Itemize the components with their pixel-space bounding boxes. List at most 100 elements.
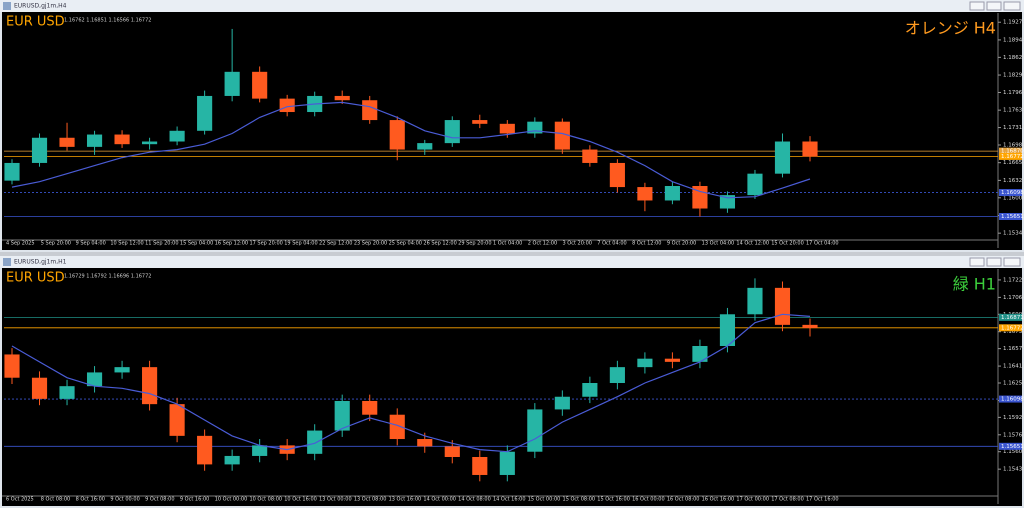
- y-tick-label: 1.18945: [1003, 37, 1024, 43]
- x-tick-label: 5 Sep 20:00: [41, 241, 71, 247]
- x-tick-label: 16 Sep 12:00: [215, 241, 248, 247]
- candle-body: [774, 141, 791, 174]
- candle-body: [747, 287, 763, 315]
- y-tick-label: 1.17965: [1003, 90, 1024, 96]
- x-tick-label: 26 Sep 12:00: [423, 241, 456, 247]
- price-level-label: 1.16870: [1001, 149, 1024, 155]
- x-tick-label: 16 Oct 00:00: [632, 497, 665, 503]
- x-tick-label: 14 Oct 00:00: [423, 497, 456, 503]
- symbol-label: EUR USD: [6, 271, 65, 286]
- price-level-label: 1.16098: [1001, 397, 1024, 403]
- chart-label: 緑 H1: [953, 275, 996, 294]
- maximize-button[interactable]: [986, 257, 1002, 267]
- x-tick-label: 23 Sep 20:00: [354, 241, 387, 247]
- window-icon: [3, 2, 11, 10]
- candle-body: [417, 439, 433, 447]
- x-tick-label: 15 Oct 20:00: [771, 241, 804, 247]
- price-level-tag: [999, 213, 1022, 221]
- y-tick-label: 1.19275: [1003, 20, 1024, 26]
- moving-average: [11, 313, 811, 453]
- candle-body: [86, 372, 103, 387]
- x-tick-label: 2 Oct 12:00: [528, 241, 557, 247]
- x-tick-label: 9 Oct 20:00: [667, 241, 696, 247]
- candle-body: [114, 367, 130, 373]
- x-tick-label: 17 Oct 16:00: [806, 497, 839, 503]
- window-icon: [3, 258, 11, 266]
- y-tick-label: 1.16655: [1003, 160, 1024, 166]
- x-tick-label: 25 Sep 04:00: [389, 241, 422, 247]
- candle-body: [252, 71, 268, 99]
- candle-body: [59, 137, 75, 147]
- minimize-button[interactable]: [969, 257, 985, 267]
- maximize-button[interactable]: [986, 1, 1002, 11]
- price-level-label: 1.16772: [1001, 154, 1024, 160]
- title-bar: [0, 256, 1024, 268]
- symbol-label: EUR USD: [6, 15, 65, 30]
- candle-body: [31, 377, 48, 399]
- candle-body: [719, 195, 736, 209]
- x-tick-label: 11 Sep 20:00: [145, 241, 178, 247]
- candle-body: [252, 445, 268, 456]
- candle-body: [802, 141, 818, 157]
- candle-body: [472, 457, 488, 475]
- y-tick-label: 1.16325: [1003, 178, 1024, 184]
- candle-body: [169, 404, 185, 436]
- x-tick-label: 17 Oct 00:00: [736, 497, 769, 503]
- candle-body: [31, 137, 48, 163]
- x-tick-label: 15 Sep 04:00: [180, 241, 213, 247]
- x-tick-label: 9 Oct 08:00: [145, 497, 174, 503]
- window-buttons[interactable]: [969, 257, 1021, 267]
- x-tick-label: 19 Sep 04:00: [284, 241, 317, 247]
- x-tick-label: 9 Oct 16:00: [180, 497, 209, 503]
- candle-body: [224, 455, 240, 465]
- y-tick-label: 1.16985: [1003, 142, 1024, 148]
- candle-body: [389, 414, 405, 440]
- window-buttons[interactable]: [969, 1, 1021, 11]
- window-title: EURUSD,gj1m,H4: [14, 3, 67, 10]
- price-level-tag: [999, 152, 1022, 160]
- quote-values: 1.16762 1.16851 1.16566 1.16772: [64, 18, 151, 24]
- x-tick-label: 15 Oct 16:00: [597, 497, 630, 503]
- price-level-label: 1.15651: [1001, 444, 1024, 450]
- candle-body: [637, 358, 653, 368]
- candle-body: [582, 383, 598, 397]
- x-tick-label: 15 Oct 08:00: [563, 497, 596, 503]
- candle-body: [499, 451, 515, 475]
- candle-body: [664, 186, 680, 201]
- x-tick-label: 1 Oct 04:00: [493, 241, 522, 247]
- y-tick-label: 1.17310: [1003, 125, 1024, 131]
- moving-average: [11, 101, 811, 199]
- quote-values: 1.16729 1.16792 1.16696 1.16772: [64, 274, 151, 280]
- candle-body: [334, 400, 350, 431]
- x-tick-label: 17 Oct 04:00: [806, 241, 839, 247]
- y-tick-label: 1.16250: [1003, 381, 1024, 387]
- minimize-button[interactable]: [969, 1, 985, 11]
- y-tick-label: 1.15435: [1003, 467, 1024, 473]
- close-button[interactable]: [1003, 1, 1021, 11]
- x-tick-label: 13 Oct 04:00: [702, 241, 735, 247]
- y-tick-label: 1.15340: [1003, 231, 1024, 237]
- candle-body: [472, 120, 488, 124]
- candle-body: [692, 186, 708, 209]
- chart-label: オレンジ H4: [905, 19, 996, 38]
- candle-body: [197, 95, 213, 131]
- price-level-tag: [999, 395, 1022, 403]
- x-tick-label: 10 Oct 16:00: [284, 497, 317, 503]
- price-level-label: 1.16098: [1001, 190, 1024, 196]
- x-tick-label: 8 Oct 16:00: [76, 497, 105, 503]
- y-tick-label: 1.18620: [1003, 55, 1024, 61]
- candle-body: [444, 120, 460, 144]
- x-tick-label: 7 Oct 04:00: [597, 241, 626, 247]
- close-button[interactable]: [1003, 257, 1021, 267]
- candle-body: [307, 430, 323, 454]
- y-tick-label: 1.17635: [1003, 108, 1024, 114]
- x-tick-label: 17 Sep 20:00: [249, 241, 282, 247]
- y-tick-label: 1.15925: [1003, 415, 1024, 421]
- y-tick-label: 1.17060: [1003, 295, 1024, 301]
- price-level-label: 1.16772: [1001, 325, 1024, 331]
- x-tick-label: 14 Oct 16:00: [493, 497, 526, 503]
- candle-body: [554, 396, 570, 410]
- x-tick-label: 6 Oct 2025: [6, 497, 34, 503]
- x-tick-label: 15 Oct 00:00: [528, 497, 561, 503]
- x-tick-label: 10 Sep 12:00: [110, 241, 143, 247]
